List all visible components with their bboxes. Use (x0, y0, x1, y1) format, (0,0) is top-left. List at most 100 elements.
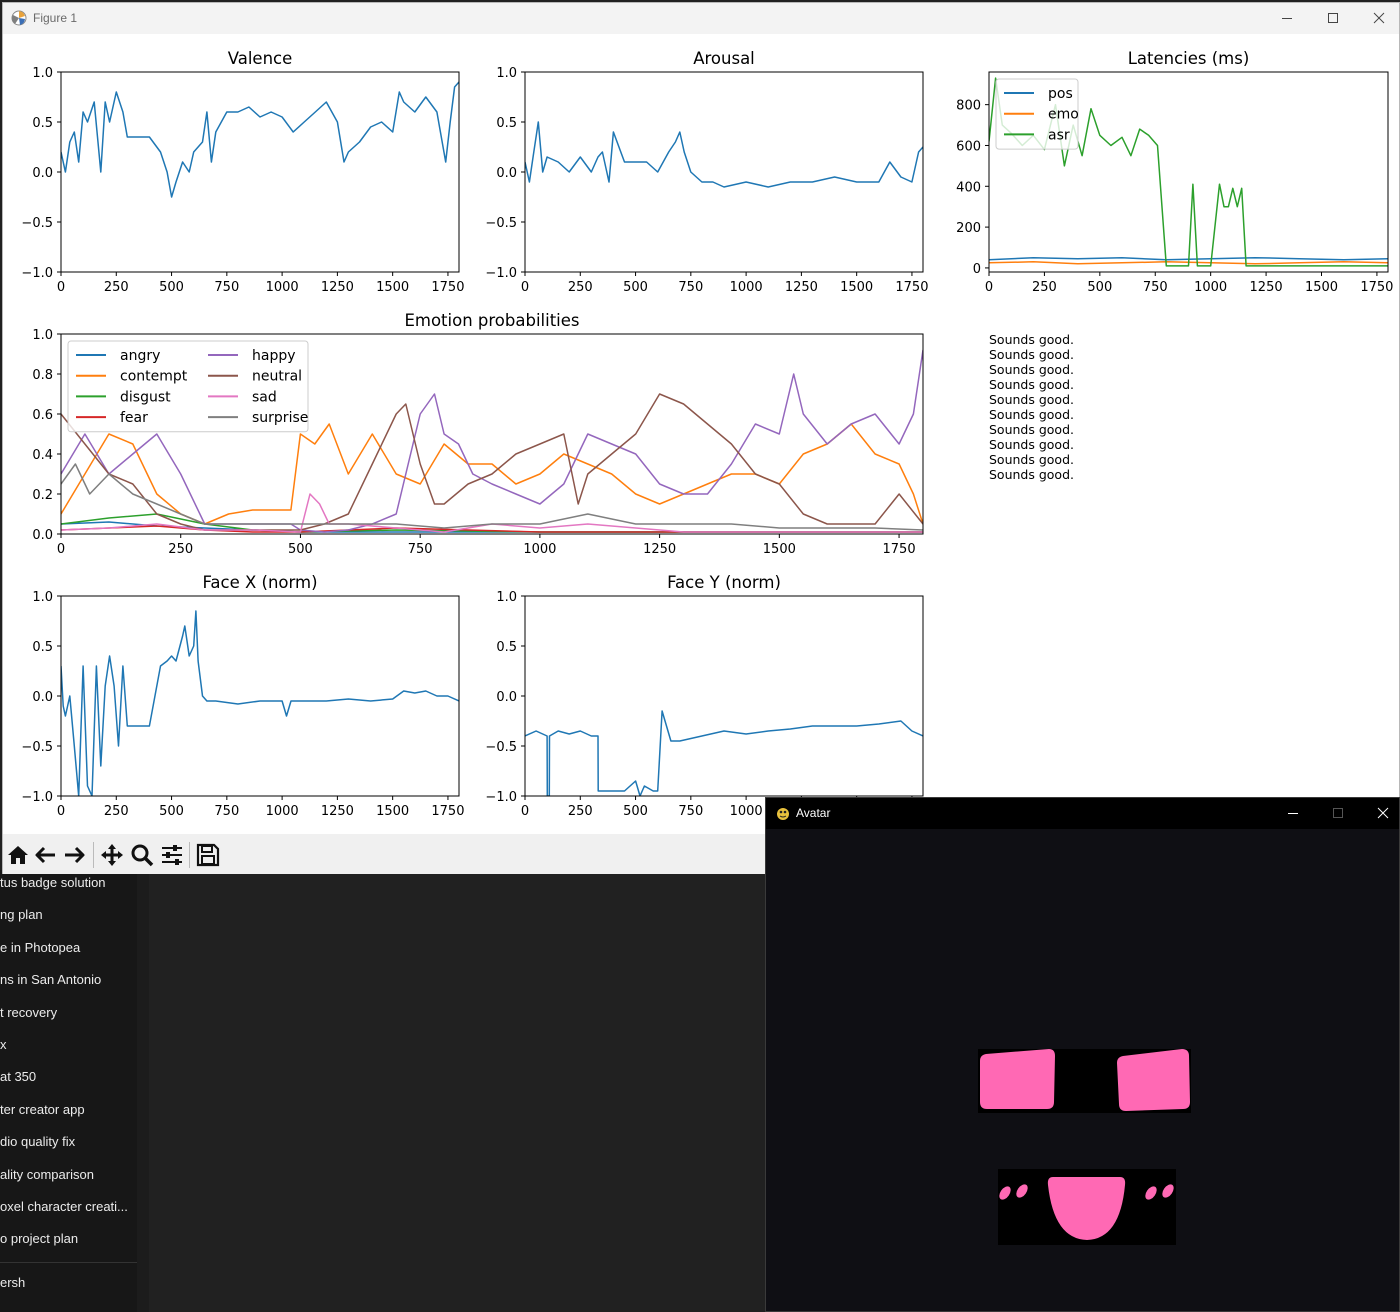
legend-label: pos (1048, 86, 1073, 102)
axes-background (525, 72, 923, 272)
y-tick-label: −0.5 (21, 216, 53, 231)
axes-background (61, 72, 459, 272)
text-panel-line: Sounds good. (989, 347, 1074, 362)
chat-list-item[interactable]: o project plan (0, 1231, 79, 1247)
series-line-surprise (61, 463, 923, 531)
x-tick-label: 1500 (1305, 280, 1338, 295)
home-icon[interactable] (5, 842, 31, 868)
chat-list-item[interactable]: ng plan (0, 907, 43, 923)
chat-list-item[interactable]: at 350 (0, 1069, 37, 1085)
forward-icon[interactable] (61, 842, 87, 868)
series-line-0 (525, 121, 923, 188)
zoom-icon[interactable] (129, 842, 155, 868)
y-tick-label: 1.0 (32, 66, 53, 81)
chart-title: Face X (norm) (202, 573, 317, 592)
close-icon[interactable] (1360, 798, 1400, 829)
x-tick-label: 1500 (763, 542, 796, 557)
chat-list-item[interactable]: ter creator app (0, 1101, 85, 1117)
series-line-0 (525, 710, 923, 796)
chat-list-item[interactable]: tus badge solution (0, 875, 106, 890)
x-tick-label: 1750 (883, 542, 916, 557)
legend-label: angry (120, 348, 160, 364)
toolbar-separator (93, 842, 94, 868)
minimize-icon[interactable] (1270, 798, 1316, 829)
y-tick-label: 1.0 (32, 590, 53, 605)
y-tick-label: −1.0 (21, 266, 53, 281)
avatar-titlebar[interactable]: Avatar (766, 798, 1399, 829)
configure-icon[interactable] (159, 842, 185, 868)
x-tick-label: 750 (1143, 280, 1168, 295)
left-eye (980, 1049, 1055, 1109)
legend-label: surprise (252, 410, 308, 426)
y-tick-label: −1.0 (485, 266, 517, 281)
minimize-icon[interactable] (1264, 3, 1310, 34)
text-panel-line: Sounds good. (989, 377, 1074, 392)
chart-title: Latencies (ms) (1128, 49, 1250, 68)
chat-list-item[interactable]: oxel character creati... (0, 1199, 128, 1214)
figure-canvas[interactable]: Valence 0 250 500 750 1000 1250 1500 1750 −1.0 −0.… (3, 34, 1399, 834)
maximize-icon[interactable] (1315, 798, 1361, 829)
chat-list-item[interactable]: dio quality fix (0, 1134, 76, 1150)
y-tick-label: 0.2 (32, 488, 53, 503)
toolbar-separator (189, 842, 190, 868)
legend-label: asr (1048, 127, 1070, 143)
legend-label: disgust (120, 389, 171, 405)
chat-sidebar: tus badge solution ng plan e in Photopea ns… (0, 870, 137, 1312)
x-tick-label: 1000 (730, 804, 763, 819)
avatar-title: Avatar (796, 806, 831, 820)
x-tick-label: 1750 (895, 280, 928, 295)
x-tick-label: 1250 (785, 280, 818, 295)
avatar-canvas (766, 829, 1399, 1311)
y-tick-label: 600 (956, 139, 981, 154)
y-tick-label: 0.0 (32, 690, 53, 705)
text-panel-line: Sounds good. (989, 392, 1074, 407)
legend-label: emo (1048, 107, 1079, 123)
pygame-snake-icon (777, 808, 789, 820)
pan-icon[interactable] (99, 842, 125, 868)
chat-list-item[interactable]: t recovery (0, 1004, 58, 1020)
close-icon[interactable] (1356, 3, 1400, 34)
back-icon[interactable] (33, 842, 59, 868)
series-group (989, 77, 1388, 267)
chart-3: Emotion probabilities 0 250 500 750 1000 1250 1… (32, 311, 924, 557)
text-panel: Sounds good.Sounds good.Sounds good.Soun… (989, 332, 1074, 482)
charts-svg: Valence 0 250 500 750 1000 1250 1500 1750 −1.0 −0.… (21, 49, 1393, 819)
x-tick-label: 1250 (643, 542, 676, 557)
legend-box (67, 340, 309, 433)
x-tick-label: 1500 (376, 280, 409, 295)
series-line-asr (989, 77, 1388, 267)
chart-title: Face Y (norm) (667, 573, 781, 592)
save-icon[interactable] (195, 842, 221, 868)
chat-list-item[interactable]: ns in San Antonio (0, 972, 102, 988)
chart-4: Face X (norm) 0 250 500 750 1000 1250 1500 1750 −… (21, 573, 464, 819)
x-tick-label: 0 (57, 280, 65, 295)
sidebar-scrollbar[interactable] (137, 870, 149, 1312)
x-tick-label: 750 (214, 280, 239, 295)
right-blush-2 (1162, 1184, 1174, 1198)
right-blush-1 (1145, 1186, 1157, 1200)
chat-list-item[interactable]: e in Photopea (0, 939, 81, 955)
legend-box (995, 78, 1079, 150)
maximize-icon[interactable] (1310, 3, 1356, 34)
y-tick-label: 1.0 (496, 66, 517, 81)
x-tick-label: 1000 (266, 280, 299, 295)
x-tick-label: 250 (168, 542, 193, 557)
chat-list-item[interactable]: x (0, 1037, 7, 1052)
x-tick-label: 250 (1032, 280, 1057, 295)
legend: pos emo asr (995, 78, 1079, 150)
legend-label: sad (252, 389, 277, 405)
matplotlib-app-icon (11, 10, 27, 26)
sidebar-divider (0, 1262, 137, 1263)
chart-1: Arousal 0 250 500 750 1000 1250 1500 1750 −1.0 −0.… (485, 49, 928, 295)
series-group (525, 710, 923, 796)
x-tick-label: 500 (623, 804, 648, 819)
figure-titlebar[interactable]: Figure 1 (3, 3, 1399, 34)
x-tick-label: 500 (623, 280, 648, 295)
chat-list-item[interactable]: ality comparison (0, 1166, 94, 1182)
x-tick-label: 1000 (523, 542, 556, 557)
y-tick-label: −1.0 (21, 790, 53, 805)
user-name[interactable]: ersh (0, 1275, 26, 1290)
x-tick-label: 1000 (266, 804, 299, 819)
chart-title: Arousal (693, 49, 755, 68)
x-tick-label: 250 (104, 280, 129, 295)
